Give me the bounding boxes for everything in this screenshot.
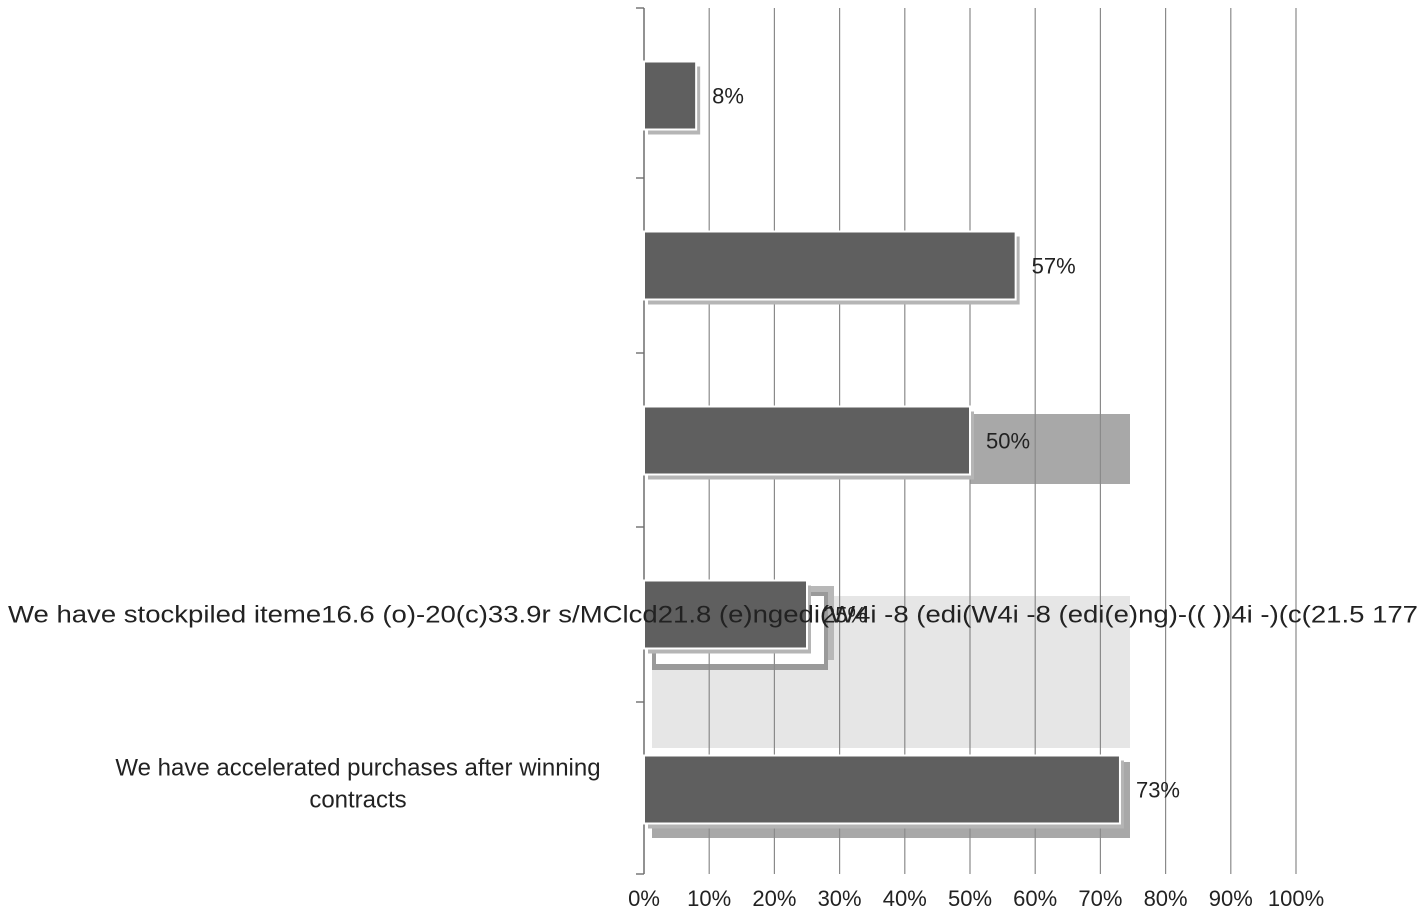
x-tick-label: 90% [1209, 886, 1253, 911]
x-tick-label: 20% [752, 886, 796, 911]
data-label: 25% [823, 603, 867, 628]
bar [643, 405, 971, 476]
category-label: We have stockpiled iteme16.6 (o)-20(c)33… [8, 602, 1418, 629]
data-label: 57% [1032, 254, 1076, 279]
x-tick-label: 50% [948, 886, 992, 911]
x-tick-label: 70% [1078, 886, 1122, 911]
data-label: 8% [712, 84, 744, 109]
x-tick-label: 10% [687, 886, 731, 911]
x-tick-label: 100% [1268, 886, 1324, 911]
data-label: 73% [1136, 778, 1180, 803]
category-labels: We have stockpiled iteme16.6 (o)-20(c)33… [8, 602, 1418, 814]
x-tick-label: 60% [1013, 886, 1057, 911]
background-artifact [970, 414, 1130, 484]
data-labels: 8% 57% 50% 25% 73% [712, 84, 1180, 803]
data-label: 50% [986, 429, 1030, 454]
bar [643, 60, 698, 131]
category-label: We have accelerated purchases after winn… [115, 755, 600, 814]
x-tick-labels: 0% 10% 20% 30% 40% 50% 60% 70% 80% 90% 100% [628, 886, 1324, 911]
y-axis [636, 7, 645, 875]
x-tick-label: 30% [818, 886, 862, 911]
bar [643, 230, 1017, 301]
bar [643, 754, 1121, 825]
x-tick-label: 40% [883, 886, 927, 911]
bars [643, 60, 1124, 829]
bar [643, 579, 808, 650]
x-tick-label: 80% [1144, 886, 1188, 911]
x-tick-label: 0% [628, 886, 660, 911]
